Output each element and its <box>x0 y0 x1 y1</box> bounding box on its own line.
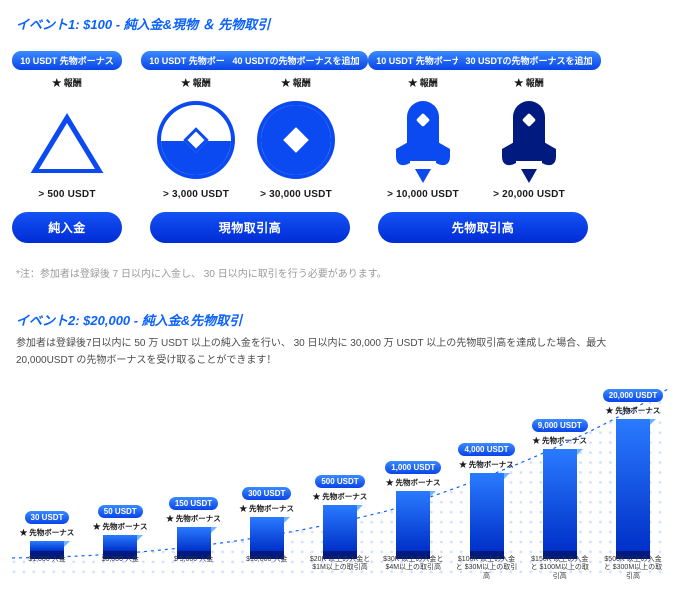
event2-section: イベント2: $20,000 - 純入金&先物取引 参加者は登録後7日以内に 5… <box>12 310 668 581</box>
circle-full-icon <box>257 97 335 179</box>
bar-col-8: 20,000 USDT 先物ボーナス <box>602 389 664 559</box>
event1-col-rocket-b: 30 USDTの先物ボーナスを追加 報酬 > 20,000 USDT <box>473 51 585 200</box>
bar-col-6: 4,000 USDT 先物ボーナス <box>456 443 518 559</box>
bar-col-2: 150 USDT 先物ボーナス <box>163 497 225 559</box>
reward-label: 報酬 <box>514 76 544 89</box>
rocket-icon <box>396 97 450 179</box>
bonus-badge: 40 USDTの先物ボーナスを追加 <box>225 51 368 70</box>
x-label-2: $ 5,000 入金 <box>163 552 225 581</box>
bar-icon <box>616 419 650 559</box>
bar-amount-badge: 150 USDT <box>169 497 218 510</box>
bar-sub-label: 先物ボーナス <box>166 513 221 524</box>
bonus-badge: 30 USDTの先物ボーナスを追加 <box>458 51 601 70</box>
event1-title: イベント1: $100 - 純入金&現物 ＆ 先物取引 <box>16 14 668 33</box>
bar-amount-badge: 4,000 USDT <box>458 443 514 456</box>
bar-amount-badge: 30 USDT <box>25 511 70 524</box>
bar-amount-badge: 20,000 USDT <box>603 389 663 402</box>
event2-title: イベント2: $20,000 - 純入金&先物取引 <box>16 310 668 329</box>
bar-sub-label: 先物ボーナス <box>20 527 75 538</box>
reward-label: 報酬 <box>52 76 82 89</box>
x-label-4: $20K 以上の入金と $1M以上の取引高 <box>309 552 371 581</box>
category-pill-futures: 先物取引高 <box>378 212 588 243</box>
bar-amount-badge: 300 USDT <box>242 487 291 500</box>
threshold-label: > 10,000 USDT <box>387 189 459 200</box>
x-label-7: $150K 以上の入金と $100M以上の取引高 <box>529 552 591 581</box>
bonus-bar-chart: 30 USDT 先物ボーナス 50 USDT 先物ボーナス 150 USDT 先物ボーナス… <box>12 381 668 581</box>
event2-desc: 参加者は登録後7日以内に 50 万 USDT 以上の純入金を行い、 30 日以内… <box>16 335 664 369</box>
bar-sub-label: 先物ボーナス <box>386 477 441 488</box>
x-label-8: $500K 以上の入金と $300M以上の取引高 <box>602 552 664 581</box>
threshold-label: > 3,000 USDT <box>163 189 229 200</box>
bar-sub-label: 先物ボーナス <box>606 405 661 416</box>
reward-label: 報酬 <box>281 76 311 89</box>
bar-sub-label: 先物ボーナス <box>239 503 294 514</box>
event1-col-circle-full: 40 USDTの先物ボーナスを追加 報酬 > 30,000 USDT <box>246 51 346 200</box>
bar-amount-badge: 9,000 USDT <box>532 419 588 432</box>
bar-icon <box>470 473 504 559</box>
bar-amount-badge: 1,000 USDT <box>385 461 441 474</box>
event1-group-spot: 10 USDT 先物ボーナス 報酬 > 3,000 USDT 40 USDTの先… <box>150 51 350 243</box>
x-label-0: $1,000 入金 <box>16 552 78 581</box>
event1-col-rocket-a: 10 USDT 先物ボーナス 報酬 > 10,000 USDT <box>381 51 465 200</box>
event1-section: イベント1: $100 - 純入金&現物 ＆ 先物取引 10 USDT 先物ボー… <box>12 14 668 280</box>
threshold-label: > 20,000 USDT <box>493 189 565 200</box>
bar-sub-label: 先物ボーナス <box>459 459 514 470</box>
bar-sub-label: 先物ボーナス <box>532 435 587 446</box>
x-axis-row: $1,000 入金 $3,000 入金 $ 5,000 入金 $10,000 入金 $2… <box>12 552 668 581</box>
bar-icon <box>543 449 577 559</box>
bar-icon <box>396 491 430 559</box>
bar-col-5: 1,000 USDT 先物ボーナス <box>382 461 444 559</box>
bars-row: 30 USDT 先物ボーナス 50 USDT 先物ボーナス 150 USDT 先物ボーナス… <box>12 389 668 559</box>
category-pill-spot: 現物取引高 <box>150 212 350 243</box>
x-label-1: $3,000 入金 <box>89 552 151 581</box>
bar-col-7: 9,000 USDT 先物ボーナス <box>529 419 591 559</box>
bar-col-3: 300 USDT 先物ボーナス <box>236 487 298 559</box>
circle-half-icon <box>157 97 235 179</box>
threshold-label: > 30,000 USDT <box>260 189 332 200</box>
rocket-icon <box>502 97 556 179</box>
event1-col-triangle: 10 USDT 先物ボーナス 報酬 > 500 USDT <box>25 51 109 200</box>
event1-group-deposit: 10 USDT 先物ボーナス 報酬 > 500 USDT 純入金 <box>12 51 122 243</box>
bar-sub-label: 先物ボーナス <box>93 521 148 532</box>
bar-amount-badge: 500 USDT <box>315 475 364 488</box>
event1-group-futures: 10 USDT 先物ボーナス 報酬 > 10,000 USDT <box>378 51 588 243</box>
bonus-badge: 10 USDT 先物ボーナス <box>12 51 122 70</box>
event1-note: *注：参加者は登録後 7 日以内に入金し、 30 日以内に取引を行う必要がありま… <box>16 265 668 280</box>
triangle-icon <box>27 97 107 179</box>
bar-sub-label: 先物ボーナス <box>313 491 368 502</box>
x-label-3: $10,000 入金 <box>236 552 298 581</box>
bar-amount-badge: 50 USDT <box>98 505 143 518</box>
category-pill-deposit: 純入金 <box>12 212 122 243</box>
reward-label: 報酬 <box>181 76 211 89</box>
threshold-label: > 500 USDT <box>38 189 95 200</box>
event1-grid: 10 USDT 先物ボーナス 報酬 > 500 USDT 純入金 10 USDT… <box>12 51 668 243</box>
bar-col-4: 500 USDT 先物ボーナス <box>309 475 371 559</box>
event1-col-circle-half: 10 USDT 先物ボーナス 報酬 > 3,000 USDT <box>154 51 238 200</box>
x-label-6: $100K 以上の入金と $30M以上の取引高 <box>456 552 518 581</box>
reward-label: 報酬 <box>408 76 438 89</box>
x-label-5: $30K 以上の入金と $4M以上の取引高 <box>382 552 444 581</box>
